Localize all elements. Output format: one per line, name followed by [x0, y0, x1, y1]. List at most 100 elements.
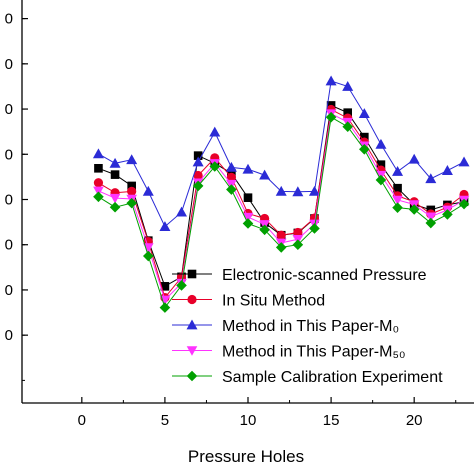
series-layer	[92, 75, 470, 313]
data-point	[242, 212, 254, 223]
series-3	[92, 75, 470, 232]
data-point	[93, 186, 104, 197]
legend-label: Method in This Paper-M₀	[222, 318, 399, 335]
data-point	[393, 183, 402, 193]
x-axis: 0 5 10 15 20	[78, 397, 457, 429]
data-point	[392, 202, 403, 213]
data-point	[276, 230, 286, 240]
series-line	[98, 80, 465, 228]
data-point	[242, 218, 254, 229]
legend-label: Method in This Paper-M₅₀	[222, 344, 406, 361]
data-point	[176, 206, 188, 217]
data-point	[126, 197, 137, 209]
data-point	[93, 178, 104, 188]
legend: Electronic-scanned Pressure In Situ Metho…	[172, 267, 443, 386]
data-point	[293, 227, 303, 238]
legend-label: In Situ Method	[222, 293, 325, 310]
legend-label: Sample Calibration Experiment	[222, 369, 443, 386]
data-point	[192, 180, 204, 192]
data-point	[425, 217, 437, 229]
data-point	[458, 198, 470, 210]
data-point	[192, 156, 204, 167]
data-point	[325, 111, 337, 123]
legend-marker	[187, 294, 197, 305]
legend-marker	[186, 346, 198, 356]
data-point	[93, 191, 104, 203]
data-point	[243, 193, 253, 202]
data-point	[425, 212, 437, 222]
data-point	[292, 239, 304, 251]
data-point	[392, 195, 403, 206]
y-tick-label: 0	[5, 11, 13, 28]
data-point	[360, 132, 369, 142]
data-point	[376, 160, 386, 169]
data-point	[225, 161, 237, 172]
x-tick-label: 15	[323, 412, 340, 429]
y-tick-label: 0	[5, 282, 13, 299]
data-point	[92, 148, 104, 159]
data-point	[193, 151, 203, 160]
data-point	[259, 169, 271, 180]
data-point	[242, 163, 254, 174]
data-point	[442, 209, 453, 220]
data-point	[160, 282, 170, 291]
data-point	[159, 221, 171, 232]
y-tick-label: 0	[5, 146, 13, 163]
legend-marker	[187, 269, 197, 279]
data-point	[259, 224, 270, 236]
data-point	[425, 173, 437, 184]
data-point	[358, 108, 370, 118]
data-point	[193, 170, 203, 181]
y-tick-label: 0	[5, 327, 13, 344]
data-point	[359, 144, 370, 155]
data-point	[176, 280, 187, 291]
data-point	[109, 157, 121, 168]
legend-marker	[186, 319, 198, 330]
x-tick-label: 20	[406, 412, 423, 429]
x-tick-label: 10	[240, 412, 257, 429]
data-point	[392, 165, 404, 176]
legend-marker	[186, 370, 198, 382]
series-5	[93, 111, 470, 313]
data-point	[458, 156, 470, 167]
legend-entry: Method in This Paper-M₀	[172, 318, 399, 335]
data-point	[226, 172, 236, 182]
data-point	[109, 201, 121, 213]
y-axis: 0 0 0 0 0 0 0 0	[5, 11, 28, 381]
data-point	[375, 138, 387, 149]
data-point	[142, 243, 154, 253]
data-point	[142, 185, 154, 196]
data-point	[309, 223, 320, 234]
data-point	[110, 170, 120, 179]
data-point	[226, 184, 237, 195]
legend-entry: In Situ Method	[172, 293, 325, 310]
y-tick-label: 0	[5, 101, 13, 118]
data-point	[126, 154, 138, 165]
data-point	[375, 174, 387, 186]
data-point	[342, 121, 354, 132]
data-point	[142, 250, 154, 262]
legend-entry: Sample Calibration Experiment	[172, 369, 443, 386]
data-point	[408, 153, 420, 164]
x-tick-label: 5	[161, 412, 169, 429]
data-point	[441, 165, 453, 175]
data-point	[109, 193, 121, 204]
data-point	[127, 181, 136, 191]
data-point	[94, 163, 103, 173]
data-point	[343, 108, 353, 117]
data-point	[342, 80, 354, 91]
legend-entry: Electronic-scanned Pressure	[172, 267, 427, 284]
data-point	[127, 186, 137, 196]
data-point	[275, 242, 287, 253]
y-tick-label: 0	[5, 237, 13, 254]
y-tick-label: 0	[5, 56, 13, 73]
x-axis-title: Pressure Holes	[188, 447, 304, 466]
data-point	[325, 75, 337, 86]
data-point	[159, 302, 171, 313]
data-point	[209, 161, 221, 172]
legend-label: Electronic-scanned Pressure	[222, 267, 427, 284]
data-point	[292, 186, 304, 197]
legend-entry: Method in This Paper-M₅₀	[172, 344, 406, 361]
data-point	[408, 204, 420, 215]
